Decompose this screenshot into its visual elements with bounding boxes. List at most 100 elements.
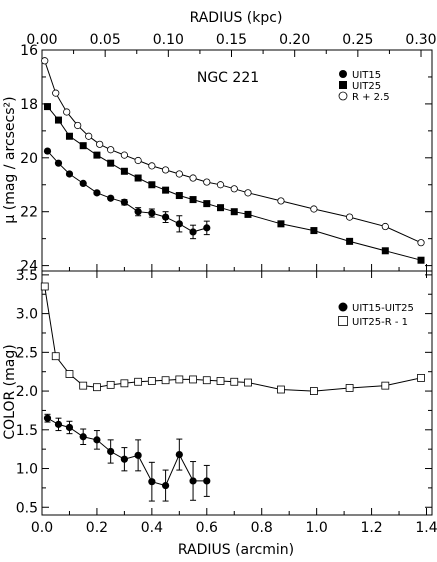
top-kpc-tick-label: 0.15 <box>216 32 247 48</box>
data-point-uit15 <box>93 189 101 197</box>
data-point-r-2-5 <box>63 108 71 116</box>
legend-uit15-uit25-label: UIT15-UIT25 <box>352 303 414 314</box>
data-point-uit15-uit25 <box>148 478 156 486</box>
data-point-uit15 <box>148 209 156 217</box>
data-point-uit25-r-1 <box>417 373 425 382</box>
data-point-uit25 <box>54 116 62 124</box>
data-point-uit15 <box>134 208 142 216</box>
bottom-y-tick-label: 3.0 <box>16 307 38 323</box>
data-point-uit25 <box>203 200 211 208</box>
data-point-r-2-5 <box>74 121 82 130</box>
bottom-y-tick-label: 3.5 <box>16 268 38 284</box>
data-point-uit25-r-1 <box>381 381 390 390</box>
data-point-r-2-5 <box>277 197 285 205</box>
data-point-uit25 <box>217 204 225 212</box>
bottom-y-tick-label: 2.0 <box>16 384 38 400</box>
data-point-uit25 <box>43 103 51 111</box>
data-point-uit25 <box>79 142 87 150</box>
data-point-r-2-5 <box>120 151 128 159</box>
top-y-tick-label: 16 <box>20 43 38 59</box>
data-point-uit15-uit25 <box>120 455 128 463</box>
data-point-uit25 <box>65 132 73 140</box>
bottom-x-tick-label: 0.8 <box>251 520 273 536</box>
data-point-uit15-uit25 <box>107 447 115 456</box>
data-point-uit25-r-1 <box>216 377 225 385</box>
bottom-x-axis-title: RADIUS (arcmin) <box>178 542 294 558</box>
data-point-r-2-5 <box>189 174 197 182</box>
data-point-uit25 <box>244 210 252 218</box>
data-point-uit25-r-1 <box>106 380 115 389</box>
data-point-uit25 <box>310 227 318 235</box>
data-point-uit25 <box>162 186 170 194</box>
bottom-y-axis-title: COLOR (mag) <box>2 344 18 439</box>
data-point-uit25 <box>277 220 285 228</box>
bottom-y-tick-label: 1.5 <box>16 423 38 439</box>
data-point-r-2-5 <box>134 156 142 165</box>
data-point-uit25 <box>148 181 156 189</box>
bottom-x-tick-label: 1.4 <box>415 520 437 536</box>
legend-uit15-label: UIT15 <box>352 70 381 81</box>
data-point-r-2-5 <box>107 146 115 154</box>
data-point-uit25 <box>120 167 128 175</box>
data-point-uit15-uit25 <box>175 450 183 459</box>
data-point-uit15 <box>65 170 74 178</box>
legend-uit25-r-label: UIT25-R - 1 <box>352 317 408 328</box>
data-point-r-2-5 <box>161 166 170 174</box>
data-point-uit25-r-1 <box>277 385 285 394</box>
top-kpc-tick-label: 0.25 <box>342 32 373 48</box>
legend-uit15-marker <box>339 70 347 78</box>
data-point-uit15 <box>43 147 52 155</box>
legend-r-label: R + 2.5 <box>352 92 390 103</box>
bottom-x-tick-label: 1.2 <box>360 520 382 536</box>
bottom-x-tick-label: 0.2 <box>86 520 108 536</box>
data-point-uit25-r-1 <box>51 352 60 361</box>
top-legend: UIT15 UIT25 R + 2.5 <box>338 70 390 103</box>
data-point-uit15-uit25 <box>134 451 142 459</box>
data-point-uit25-r-1 <box>147 377 156 385</box>
data-point-r-2-5 <box>346 213 354 221</box>
bottom-x-tick-label: 0.6 <box>196 520 218 536</box>
data-point-r-2-5 <box>148 162 156 170</box>
bottom-panel-frame <box>41 270 433 516</box>
data-point-uit25-r-1 <box>230 377 239 386</box>
top-kpc-tick-label: 0.30 <box>405 32 436 48</box>
data-point-uit15 <box>161 213 170 221</box>
data-point-r-2-5 <box>230 185 238 193</box>
data-point-uit25 <box>107 159 115 167</box>
data-point-uit25-r-1 <box>65 370 74 378</box>
bottom-x-tick-label: 1.0 <box>306 520 328 536</box>
data-point-r-2-5 <box>203 178 211 186</box>
data-point-uit25-r-1 <box>40 282 49 291</box>
series-line-uit15 <box>47 150 207 233</box>
data-point-uit15-uit25 <box>161 481 170 490</box>
data-point-r-2-5 <box>41 57 49 65</box>
series-line-uit25 <box>47 106 422 261</box>
top-y-tick-label: 22 <box>20 205 38 221</box>
bottom-x-tick-label: 0.4 <box>141 520 163 536</box>
data-point-uit25 <box>381 247 389 255</box>
data-point-uit15 <box>107 194 115 202</box>
data-point-uit25-r-1 <box>161 376 170 385</box>
data-point-uit15-uit25 <box>203 477 211 485</box>
data-point-uit15-uit25 <box>79 433 87 441</box>
data-point-uit25-r-1 <box>244 378 252 387</box>
data-point-uit15 <box>79 179 87 188</box>
data-point-r-2-5 <box>381 222 389 231</box>
data-point-uit25-r-1 <box>134 377 143 386</box>
data-point-uit15 <box>175 220 183 228</box>
data-point-uit25-r-1 <box>345 384 354 392</box>
data-point-r-2-5 <box>417 239 425 247</box>
data-point-uit25 <box>230 208 238 216</box>
top-kpc-tick-label: 0.20 <box>279 32 310 48</box>
legend-r-marker <box>338 91 348 101</box>
legend-uit15-uit25-marker <box>338 302 348 312</box>
data-point-uit15-uit25 <box>93 436 101 444</box>
data-point-uit15 <box>54 159 63 167</box>
data-point-r-2-5 <box>85 132 93 140</box>
top-y-tick-label: 20 <box>20 151 38 167</box>
data-point-uit25-r-1 <box>202 376 211 385</box>
data-point-uit15 <box>189 228 197 236</box>
data-point-uit25 <box>189 196 197 204</box>
data-point-uit15-uit25 <box>65 423 74 432</box>
